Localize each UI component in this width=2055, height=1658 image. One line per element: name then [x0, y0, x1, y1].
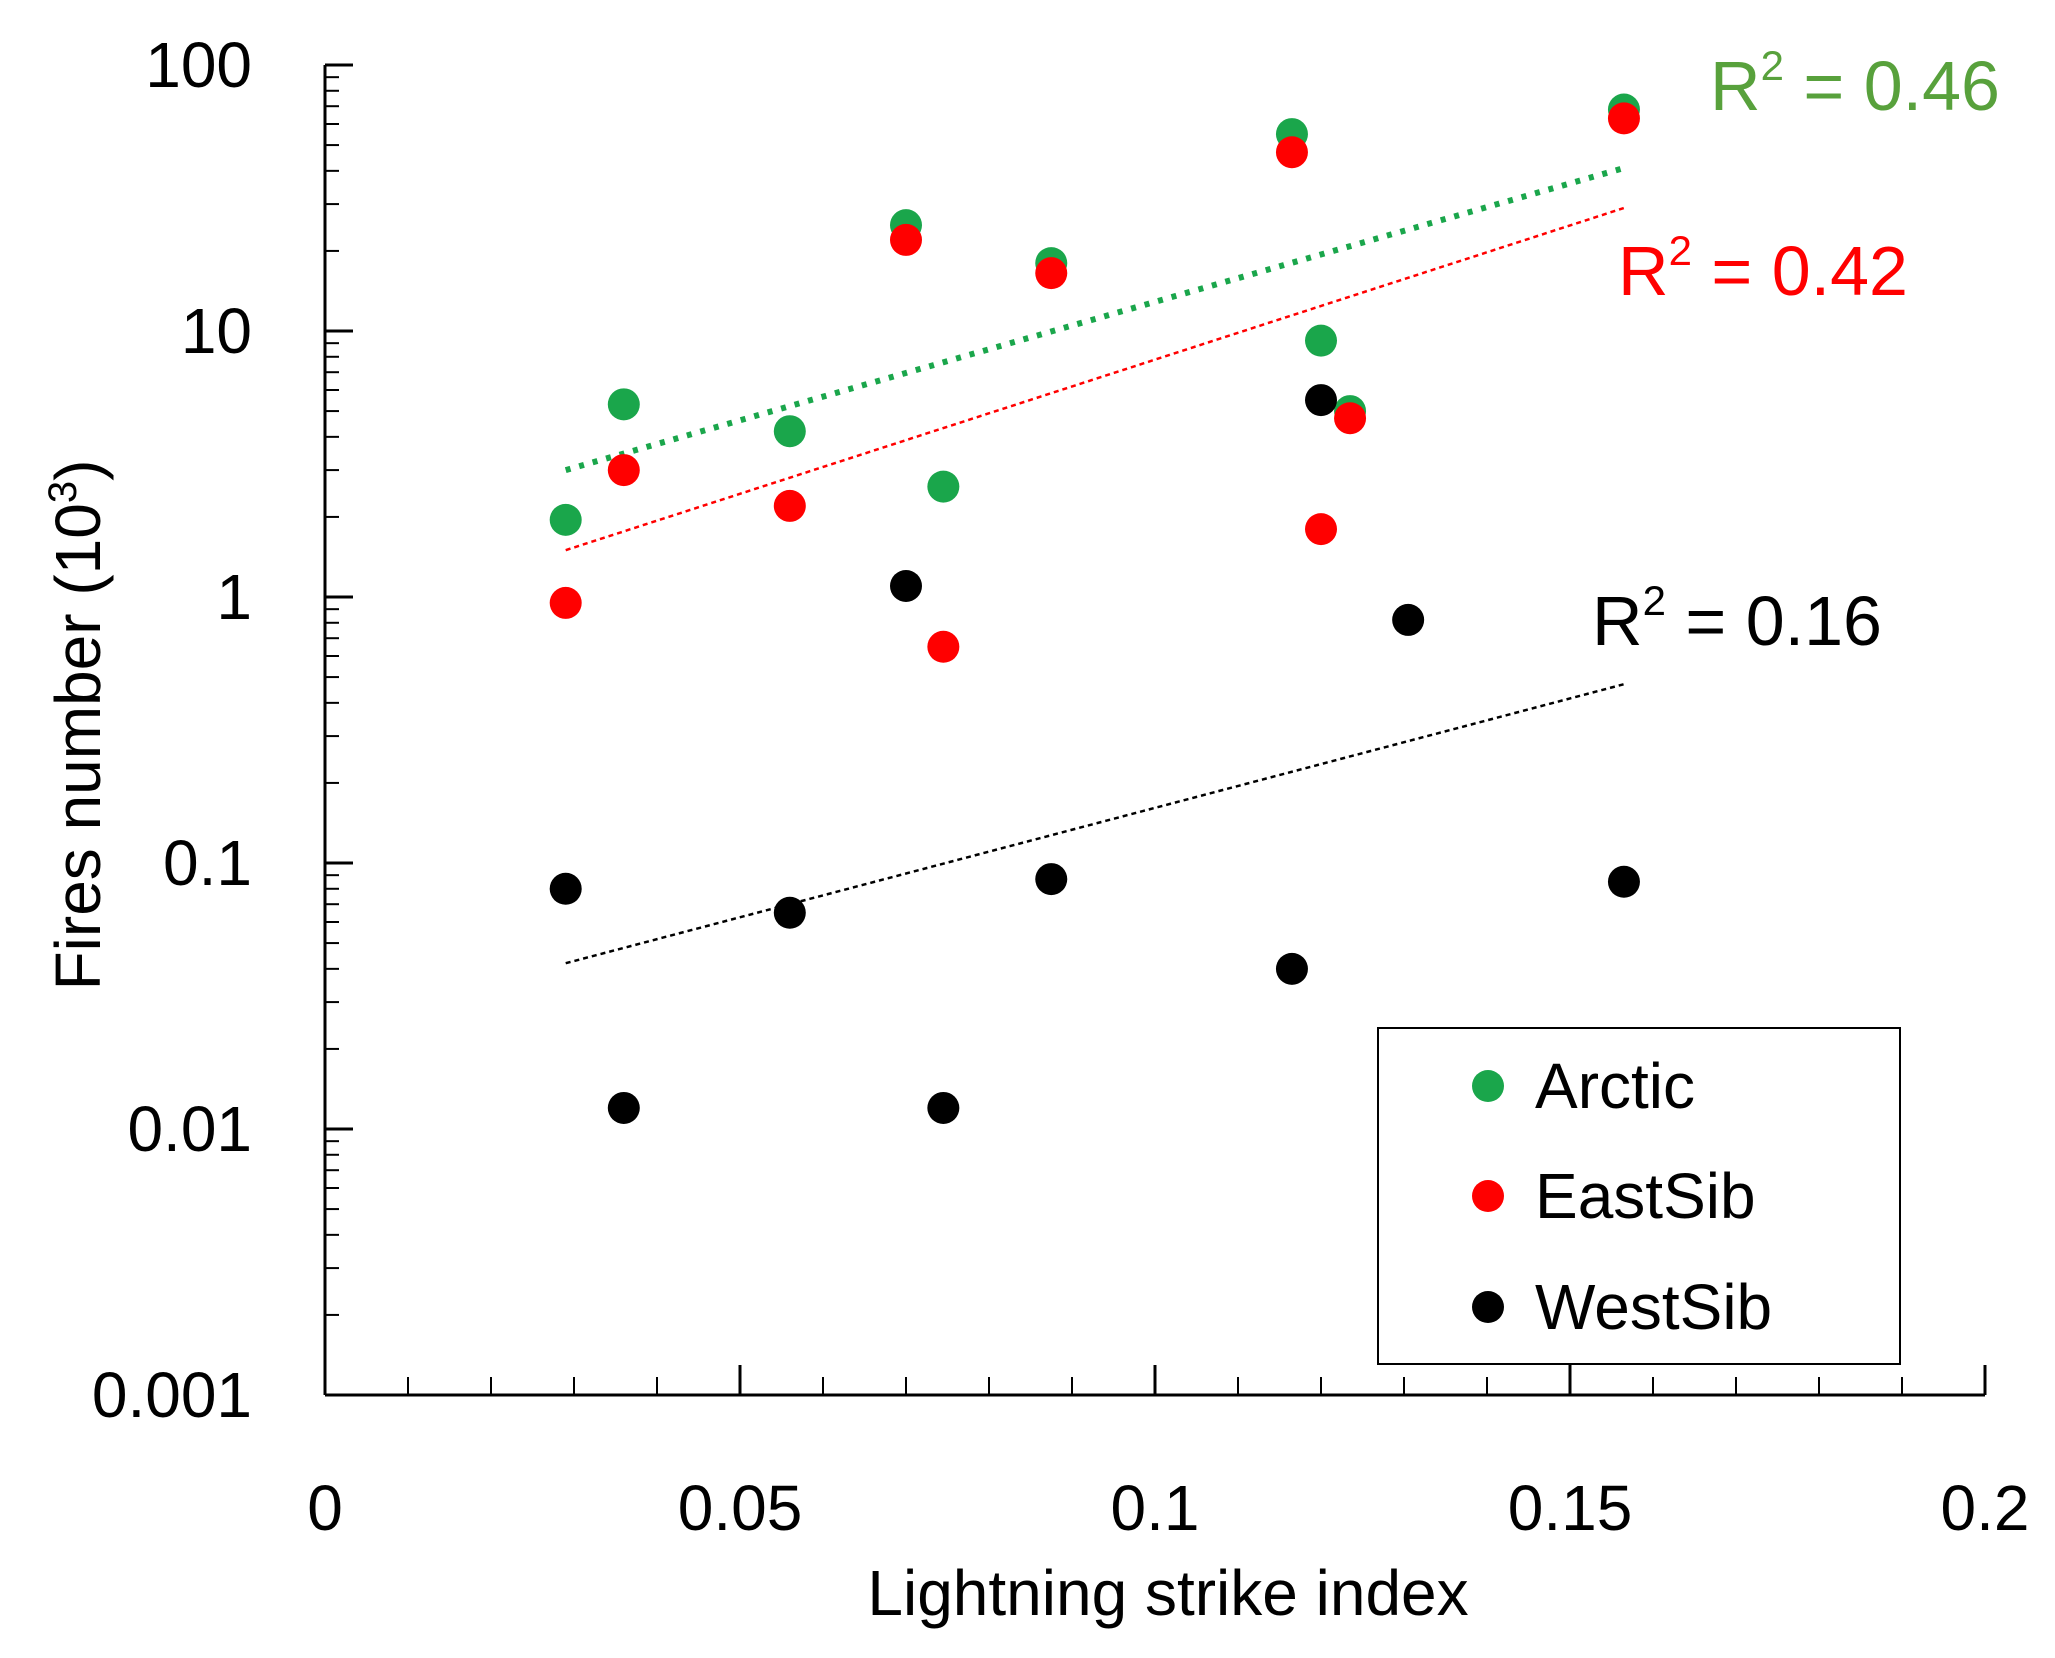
data-point-arctic	[773, 415, 806, 448]
trendlines	[564, 165, 1625, 965]
legend-marker-arctic	[1472, 1070, 1504, 1102]
data-point-eastsib	[927, 630, 960, 663]
y-axis-title: Fires number (103)	[41, 460, 114, 991]
data-point-eastsib	[1035, 257, 1068, 290]
legend: Arctic EastSib WestSib	[1377, 1027, 1901, 1365]
x-tick-label: 0.15	[1508, 1472, 1633, 1544]
y-ticks: 100 10 1 0.1 0.01 0.001	[92, 29, 353, 1431]
data-point-arctic	[1305, 324, 1337, 357]
data-point-arctic	[607, 388, 640, 421]
data-point-arctic	[927, 470, 960, 503]
legend-label-arctic: Arctic	[1535, 1050, 1695, 1122]
legend-label-eastsib: EastSib	[1535, 1160, 1756, 1232]
data-point-eastsib	[1305, 513, 1337, 546]
x-tick-label: 0	[307, 1472, 343, 1544]
x-ticks: 0 0.05 0.1 0.15 0.2	[307, 1365, 2029, 1544]
r2-label-arctic: R2 = 0.46	[1710, 42, 2000, 125]
data-point-westsib	[607, 1091, 640, 1124]
trendline-arctic	[564, 165, 1625, 473]
data-point-eastsib	[773, 489, 806, 522]
data-point-eastsib	[607, 454, 640, 487]
data-point-eastsib	[1275, 136, 1308, 169]
y-tick-label: 0.01	[127, 1093, 252, 1165]
data-point-westsib	[1035, 863, 1068, 896]
legend-item-westsib: WestSib	[1472, 1271, 1772, 1343]
x-tick-label: 0.05	[678, 1472, 803, 1544]
trendline-westsib	[565, 683, 1625, 965]
x-axis-title: Lightning strike index	[867, 1557, 1468, 1629]
legend-item-arctic: Arctic	[1472, 1050, 1695, 1122]
data-points	[549, 93, 1640, 1124]
trendline-eastsib	[565, 206, 1625, 552]
y-tick-label: 1	[216, 561, 252, 633]
data-point-eastsib	[890, 223, 922, 256]
y-tick-label: 100	[145, 29, 252, 101]
legend-box	[1377, 1027, 1901, 1365]
data-point-westsib	[1607, 865, 1640, 898]
legend-label-westsib: WestSib	[1535, 1271, 1772, 1343]
legend-item-eastsib: EastSib	[1472, 1160, 1756, 1232]
data-point-westsib	[927, 1091, 960, 1124]
x-tick-label: 0.1	[1111, 1472, 1200, 1544]
legend-marker-eastsib	[1472, 1180, 1504, 1212]
y-tick-label: 0.001	[92, 1359, 252, 1431]
data-point-westsib	[1305, 384, 1337, 417]
x-tick-label: 0.2	[1941, 1472, 2030, 1544]
data-point-westsib	[549, 872, 582, 905]
data-point-arctic	[549, 503, 582, 536]
data-point-westsib	[1392, 603, 1425, 636]
data-point-westsib	[773, 896, 806, 929]
data-point-eastsib	[549, 586, 582, 619]
data-point-westsib	[1275, 952, 1308, 985]
r2-label-westsib: R2 = 0.16	[1592, 577, 1882, 660]
data-point-eastsib	[1334, 402, 1367, 435]
data-point-westsib	[890, 569, 922, 602]
y-tick-label: 10	[181, 295, 252, 367]
y-tick-label: 0.1	[163, 827, 252, 899]
legend-marker-westsib	[1472, 1291, 1504, 1323]
data-point-eastsib	[1607, 102, 1640, 135]
r2-label-eastsib: R2 = 0.42	[1618, 227, 1908, 310]
